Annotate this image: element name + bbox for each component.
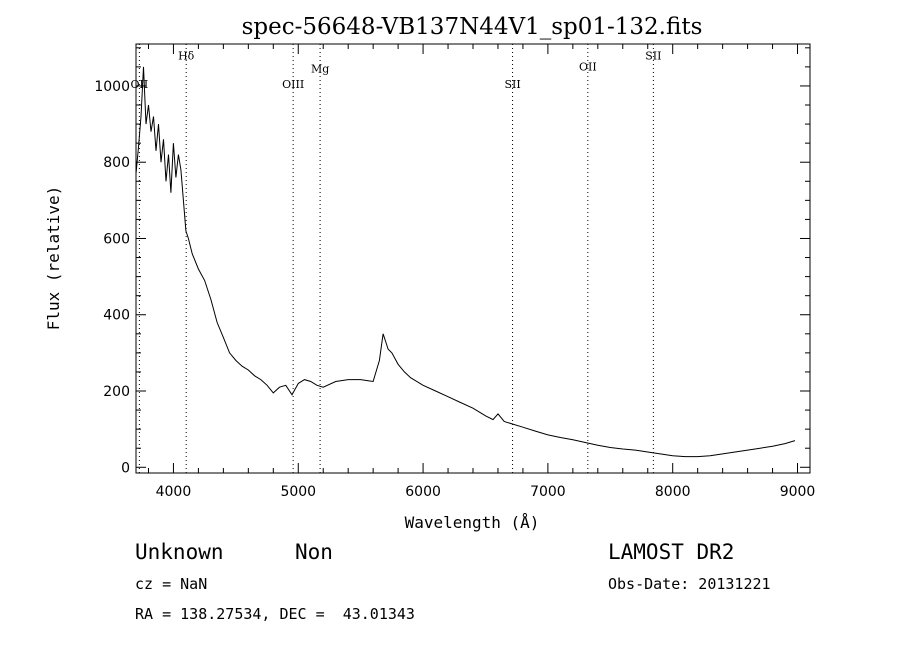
survey-name: LAMOST DR2 [608, 540, 735, 564]
x-tick-label: 9000 [780, 484, 816, 500]
marker-label: Mg [311, 63, 329, 76]
observation-date: Obs-Date: 20131221 [608, 575, 771, 593]
emission-line-markers: OII Hδ OIII Mg SII OII SII [131, 44, 661, 473]
y-tick-label: 0 [121, 460, 130, 476]
marker-label: Hδ [178, 49, 195, 62]
x-tick-label: 5000 [280, 484, 316, 500]
y-tick-label: 600 [103, 231, 130, 247]
y-tick-label: 1000 [94, 79, 130, 95]
y-tick-label: 800 [103, 155, 130, 171]
y-axis-label: Flux (relative) [44, 186, 63, 331]
coordinates: RA = 138.27534, DEC = 43.01343 [135, 605, 415, 623]
spectral-class: Unknown [135, 540, 224, 564]
x-tick-label: 8000 [655, 484, 691, 500]
x-tick-label: 4000 [156, 484, 192, 500]
marker-label: SII [645, 49, 661, 62]
marker-label: OII [131, 78, 149, 91]
marker-label: OII [579, 61, 597, 74]
x-tick-label: 6000 [405, 484, 441, 500]
marker-label: SII [504, 78, 520, 91]
spectral-subclass: Non [295, 540, 333, 564]
marker-label: OIII [282, 78, 304, 91]
x-axis-label: Wavelength (Å) [405, 513, 540, 532]
axis-ticks: 4000 5000 6000 7000 8000 9000 0 200 400 600 800 100… [94, 44, 815, 500]
y-tick-label: 200 [103, 384, 130, 400]
chart-title: spec-56648-VB137N44V1_sp01-132.fits [242, 14, 703, 40]
y-tick-label: 400 [103, 308, 130, 324]
spectrum-line [135, 66, 796, 458]
redshift-value: cz = NaN [135, 575, 208, 593]
x-tick-label: 7000 [530, 484, 566, 500]
